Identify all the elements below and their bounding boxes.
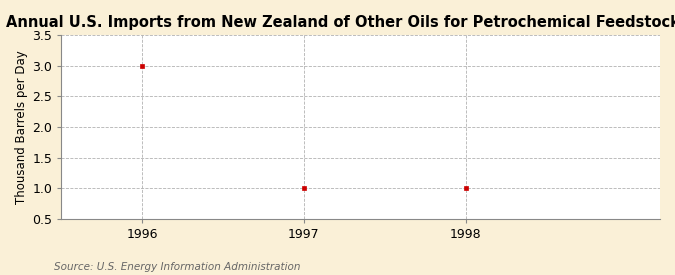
Y-axis label: Thousand Barrels per Day: Thousand Barrels per Day xyxy=(15,50,28,204)
Title: Annual U.S. Imports from New Zealand of Other Oils for Petrochemical Feedstock U: Annual U.S. Imports from New Zealand of … xyxy=(5,15,675,30)
Text: Source: U.S. Energy Information Administration: Source: U.S. Energy Information Administ… xyxy=(54,262,300,272)
